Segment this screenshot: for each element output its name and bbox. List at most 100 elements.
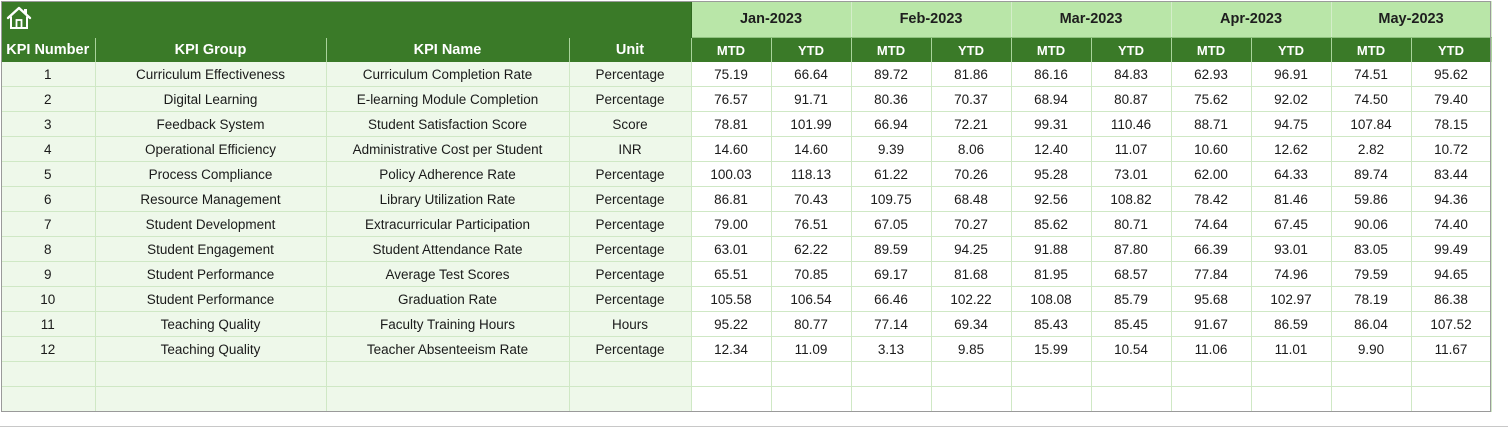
kpi-number-cell[interactable]: 4 [1, 136, 96, 162]
mtd-cell[interactable]: 107.84 [1331, 111, 1412, 137]
mtd-cell[interactable]: 2.82 [1331, 136, 1412, 162]
kpi-number-cell[interactable]: 9 [1, 261, 96, 287]
empty-cell[interactable] [1011, 361, 1092, 387]
empty-cell[interactable] [771, 361, 852, 387]
ytd-cell[interactable]: 70.27 [931, 211, 1012, 237]
mtd-cell[interactable]: 95.68 [1171, 286, 1252, 312]
kpi-number-cell[interactable]: 12 [1, 336, 96, 362]
kpi-name-cell[interactable]: Administrative Cost per Student [326, 136, 570, 162]
ytd-cell[interactable]: 85.45 [1091, 311, 1172, 337]
mtd-cell[interactable]: 9.90 [1331, 336, 1412, 362]
kpi-group-cell[interactable]: Process Compliance [95, 161, 327, 187]
mtd-cell[interactable]: 10.60 [1171, 136, 1252, 162]
mtd-cell[interactable]: 3.13 [851, 336, 932, 362]
empty-cell[interactable] [1251, 361, 1332, 387]
empty-cell[interactable] [1411, 386, 1492, 412]
ytd-cell[interactable]: 94.36 [1411, 186, 1492, 212]
kpi-name-cell[interactable]: Faculty Training Hours [326, 311, 570, 337]
mtd-cell[interactable]: 74.51 [1331, 62, 1412, 87]
mtd-cell[interactable]: 66.46 [851, 286, 932, 312]
ytd-cell[interactable]: 83.44 [1411, 161, 1492, 187]
mtd-cell[interactable]: 86.81 [691, 186, 772, 212]
mtd-cell[interactable]: 79.59 [1331, 261, 1412, 287]
mtd-cell[interactable]: 62.93 [1171, 62, 1252, 87]
ytd-cell[interactable]: 94.75 [1251, 111, 1332, 137]
kpi-group-cell[interactable]: Student Performance [95, 261, 327, 287]
ytd-cell[interactable]: 70.37 [931, 86, 1012, 112]
mtd-cell[interactable]: 80.36 [851, 86, 932, 112]
ytd-cell[interactable]: 86.38 [1411, 286, 1492, 312]
ytd-cell[interactable]: 64.33 [1251, 161, 1332, 187]
empty-cell[interactable] [771, 386, 852, 412]
ytd-cell[interactable]: 12.62 [1251, 136, 1332, 162]
mtd-cell[interactable]: 78.19 [1331, 286, 1412, 312]
kpi-name-cell[interactable]: Curriculum Completion Rate [326, 62, 570, 87]
mtd-cell[interactable]: 79.00 [691, 211, 772, 237]
kpi-name-cell[interactable]: Average Test Scores [326, 261, 570, 287]
ytd-cell[interactable]: 108.82 [1091, 186, 1172, 212]
empty-cell[interactable] [1331, 386, 1412, 412]
mtd-cell[interactable]: 83.05 [1331, 236, 1412, 262]
ytd-cell[interactable]: 67.45 [1251, 211, 1332, 237]
unit-cell[interactable]: Percentage [569, 286, 692, 312]
ytd-cell[interactable]: 95.62 [1411, 62, 1492, 87]
mtd-cell[interactable]: 86.04 [1331, 311, 1412, 337]
ytd-cell[interactable]: 81.68 [931, 261, 1012, 287]
kpi-name-cell[interactable]: Teacher Absenteeism Rate [326, 336, 570, 362]
kpi-group-cell[interactable]: Student Development [95, 211, 327, 237]
mtd-cell[interactable]: 81.95 [1011, 261, 1092, 287]
empty-cell[interactable] [851, 361, 932, 387]
mtd-cell[interactable]: 77.84 [1171, 261, 1252, 287]
ytd-cell[interactable]: 11.07 [1091, 136, 1172, 162]
empty-cell[interactable] [931, 361, 1012, 387]
kpi-name-cell[interactable]: Student Satisfaction Score [326, 111, 570, 137]
ytd-cell[interactable]: 62.22 [771, 236, 852, 262]
ytd-cell[interactable]: 9.85 [931, 336, 1012, 362]
unit-cell[interactable]: Percentage [569, 236, 692, 262]
ytd-cell[interactable]: 106.54 [771, 286, 852, 312]
ytd-cell[interactable]: 84.83 [1091, 62, 1172, 87]
mtd-cell[interactable]: 59.86 [1331, 186, 1412, 212]
ytd-cell[interactable]: 78.15 [1411, 111, 1492, 137]
empty-cell[interactable] [691, 361, 772, 387]
empty-cell[interactable] [1011, 386, 1092, 412]
kpi-number-cell[interactable]: 6 [1, 186, 96, 212]
mtd-cell[interactable]: 62.00 [1171, 161, 1252, 187]
mtd-cell[interactable]: 61.22 [851, 161, 932, 187]
kpi-number-cell[interactable]: 1 [1, 62, 96, 87]
empty-cell[interactable] [1411, 361, 1492, 387]
ytd-cell[interactable]: 79.40 [1411, 86, 1492, 112]
empty-cell[interactable] [326, 386, 570, 412]
ytd-cell[interactable]: 99.49 [1411, 236, 1492, 262]
unit-cell[interactable]: Percentage [569, 86, 692, 112]
empty-cell[interactable] [1, 386, 96, 412]
ytd-cell[interactable]: 8.06 [931, 136, 1012, 162]
kpi-name-cell[interactable]: Graduation Rate [326, 286, 570, 312]
ytd-cell[interactable]: 80.77 [771, 311, 852, 337]
kpi-name-cell[interactable]: Extracurricular Participation [326, 211, 570, 237]
ytd-cell[interactable]: 10.54 [1091, 336, 1172, 362]
empty-cell[interactable] [851, 386, 932, 412]
ytd-cell[interactable]: 102.97 [1251, 286, 1332, 312]
mtd-cell[interactable]: 90.06 [1331, 211, 1412, 237]
mtd-cell[interactable]: 68.94 [1011, 86, 1092, 112]
kpi-number-cell[interactable]: 2 [1, 86, 96, 112]
kpi-name-cell[interactable]: E-learning Module Completion [326, 86, 570, 112]
mtd-cell[interactable]: 108.08 [1011, 286, 1092, 312]
mtd-cell[interactable]: 11.06 [1171, 336, 1252, 362]
mtd-cell[interactable]: 91.67 [1171, 311, 1252, 337]
empty-cell[interactable] [1171, 386, 1252, 412]
unit-cell[interactable]: Percentage [569, 261, 692, 287]
kpi-number-cell[interactable]: 5 [1, 161, 96, 187]
unit-cell[interactable]: Percentage [569, 161, 692, 187]
mtd-cell[interactable]: 100.03 [691, 161, 772, 187]
mtd-cell[interactable]: 78.81 [691, 111, 772, 137]
unit-cell[interactable]: Percentage [569, 62, 692, 87]
ytd-cell[interactable]: 72.21 [931, 111, 1012, 137]
ytd-cell[interactable]: 70.85 [771, 261, 852, 287]
ytd-cell[interactable]: 93.01 [1251, 236, 1332, 262]
empty-cell[interactable] [1171, 361, 1252, 387]
mtd-cell[interactable]: 69.17 [851, 261, 932, 287]
ytd-cell[interactable]: 80.71 [1091, 211, 1172, 237]
unit-cell[interactable]: Hours [569, 311, 692, 337]
